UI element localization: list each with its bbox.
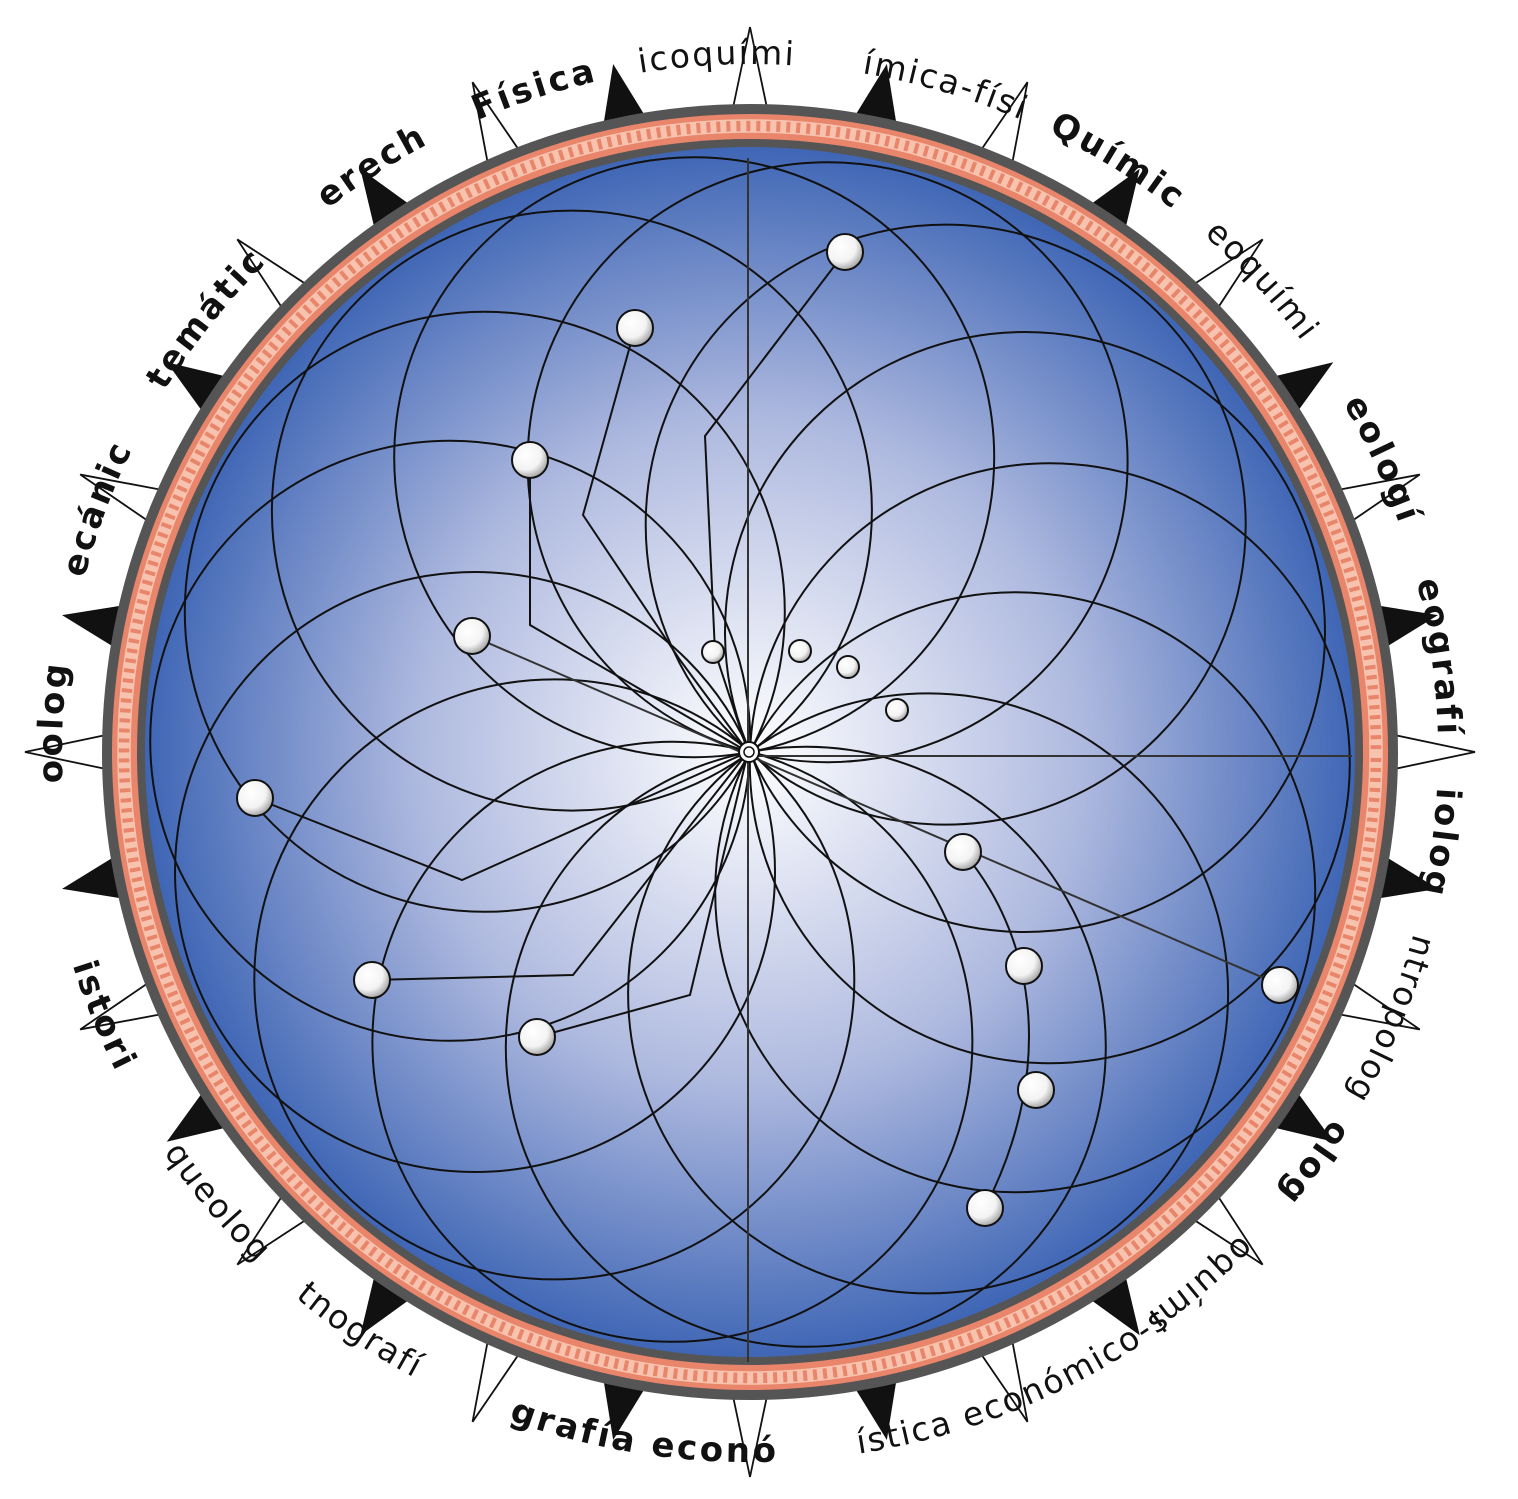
spiral-arcs bbox=[149, 156, 1351, 1348]
node-small bbox=[836, 655, 860, 679]
node-large bbox=[236, 779, 274, 817]
spiral-circle bbox=[393, 156, 996, 759]
ring-label: Fisicoquímica bbox=[0, 0, 797, 81]
connector-7 bbox=[962, 851, 1030, 1209]
node-small bbox=[885, 698, 909, 722]
diagonal-axis bbox=[471, 635, 1281, 986]
ring-label: Mecánica bbox=[0, 0, 141, 581]
node-small bbox=[788, 639, 812, 663]
node-large bbox=[453, 617, 491, 655]
ring-label: Física bbox=[466, 51, 601, 129]
connector-4 bbox=[254, 751, 749, 882]
node-large bbox=[518, 1018, 556, 1056]
ring-label-text: Mecánica bbox=[0, 0, 138, 581]
spiral-circle bbox=[724, 331, 1326, 933]
connector-1 bbox=[703, 251, 846, 753]
spiral-circle bbox=[149, 439, 752, 1042]
spiral-circle bbox=[644, 223, 1247, 826]
node-large bbox=[1261, 966, 1299, 1004]
connector-lines bbox=[254, 251, 1030, 1209]
connector-6 bbox=[536, 751, 749, 1038]
ring-label-text: Física bbox=[466, 51, 598, 129]
compass-spike bbox=[1388, 732, 1476, 772]
ring-label-text: Zoología bbox=[0, 0, 74, 784]
spiral-circle bbox=[627, 692, 1230, 1295]
ring-label-text: Fisicoquímica bbox=[0, 0, 795, 81]
nodes bbox=[236, 233, 1299, 1227]
ring-label-text: Matemáticas bbox=[0, 0, 271, 396]
connector-2 bbox=[581, 327, 749, 753]
spiral-circle bbox=[183, 310, 786, 913]
node-large bbox=[616, 309, 654, 347]
spiral-circle bbox=[174, 571, 776, 1173]
node-large bbox=[944, 833, 982, 871]
connector-5 bbox=[371, 751, 749, 981]
spiral-circle bbox=[504, 745, 1107, 1348]
ring-label: Matemáticas bbox=[0, 0, 274, 396]
node-large bbox=[1017, 1071, 1055, 1109]
connector-3 bbox=[529, 460, 749, 753]
ring-label: Zoología bbox=[0, 0, 77, 784]
spiral-circle bbox=[270, 209, 873, 812]
ring-label: Derecho bbox=[0, 0, 434, 216]
meander-band bbox=[117, 119, 1383, 1385]
spiral-circle bbox=[371, 740, 974, 1343]
center-hub bbox=[738, 741, 760, 763]
node-large bbox=[826, 233, 864, 271]
node-large bbox=[353, 961, 391, 999]
node-large bbox=[1005, 947, 1043, 985]
ring-label-text: Derecho bbox=[0, 0, 431, 216]
node-small bbox=[701, 640, 725, 664]
compass-spikes bbox=[24, 26, 1476, 1478]
node-large bbox=[966, 1189, 1004, 1227]
spiral-circle bbox=[253, 678, 856, 1281]
node-large bbox=[511, 441, 549, 479]
